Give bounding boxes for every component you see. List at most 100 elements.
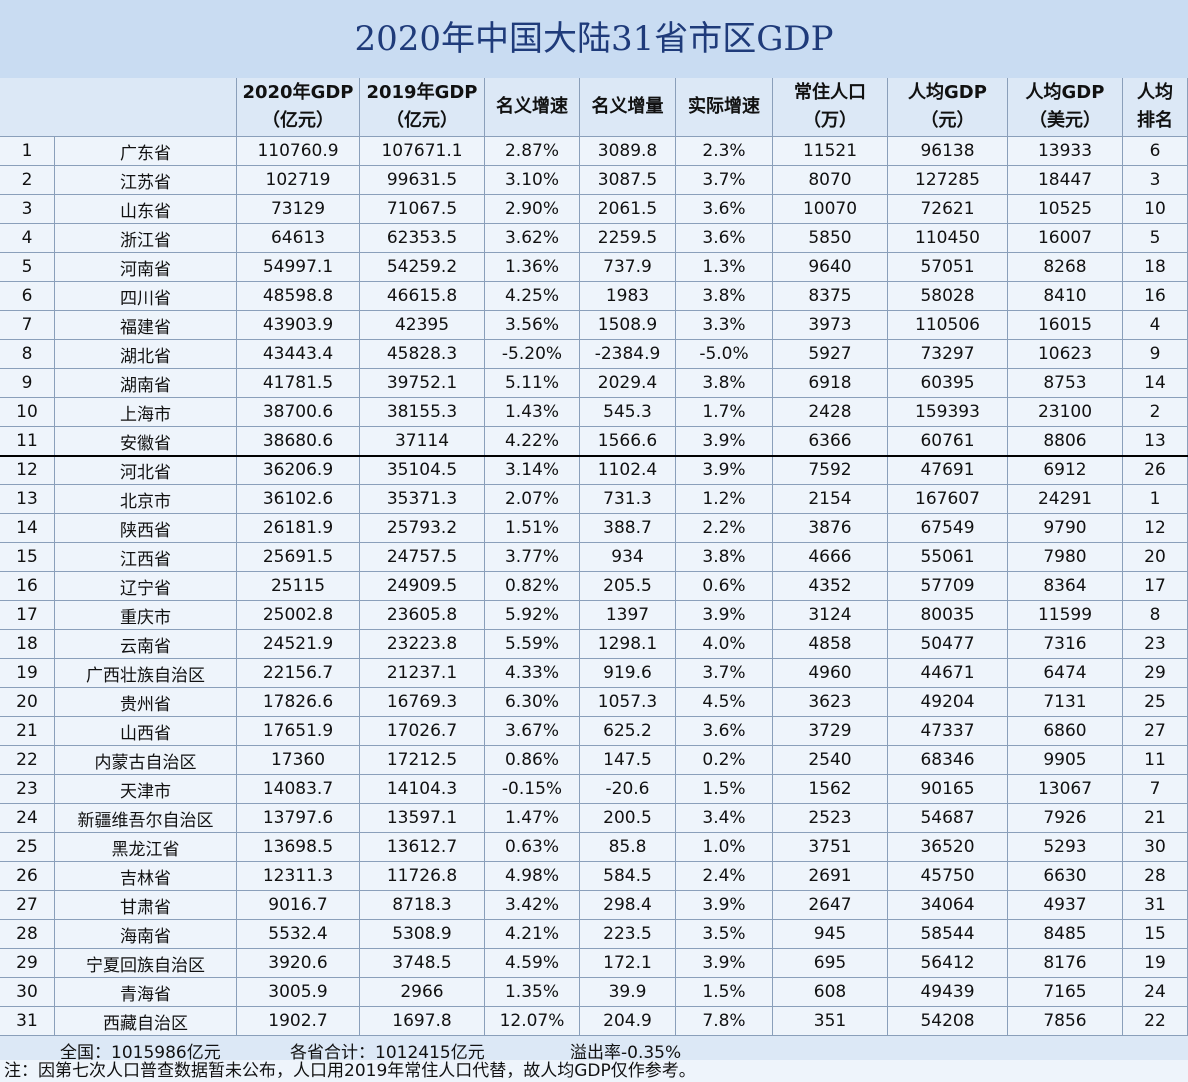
table-cell: 99631.5 [360, 166, 485, 195]
table-cell: 30 [1123, 833, 1188, 862]
table-cell: 湖南省 [55, 369, 237, 398]
table-cell: 7 [0, 311, 55, 340]
table-cell: 388.7 [580, 514, 676, 543]
table-cell: 29 [0, 949, 55, 978]
table-cell: 16015 [1008, 311, 1123, 340]
table-cell: 3.14% [485, 456, 580, 485]
table-cell: 3920.6 [237, 949, 360, 978]
table-cell: 7.8% [676, 1007, 773, 1036]
table-cell: 919.6 [580, 659, 676, 688]
table-cell: 9640 [773, 253, 888, 282]
table-cell: 5293 [1008, 833, 1123, 862]
table-cell: 1902.7 [237, 1007, 360, 1036]
table-cell: 22 [0, 746, 55, 775]
header-cell [0, 78, 237, 137]
table-cell: 陕西省 [55, 514, 237, 543]
table-cell: 351 [773, 1007, 888, 1036]
table-cell: 2691 [773, 862, 888, 891]
table-cell: 3876 [773, 514, 888, 543]
table-cell: 重庆市 [55, 601, 237, 630]
table-cell: 14104.3 [360, 775, 485, 804]
table-cell: 8 [0, 340, 55, 369]
table-cell: 18 [0, 630, 55, 659]
table-cell: 4 [1123, 311, 1188, 340]
table-cell: 2259.5 [580, 224, 676, 253]
table-cell: 3.9% [676, 456, 773, 485]
table-cell: 1 [0, 137, 55, 166]
table-cell: 110506 [888, 311, 1008, 340]
table-cell: 64613 [237, 224, 360, 253]
table-cell: 85.8 [580, 833, 676, 862]
table-cell: 38700.6 [237, 398, 360, 427]
table-cell: 6912 [1008, 456, 1123, 485]
table-cell: 3.6% [676, 224, 773, 253]
table-cell: 608 [773, 978, 888, 1007]
table-cell: 1057.3 [580, 688, 676, 717]
table-cell: 36520 [888, 833, 1008, 862]
table-cell: 56412 [888, 949, 1008, 978]
table-cell: 甘肃省 [55, 891, 237, 920]
table-cell: 3 [0, 195, 55, 224]
table-cell: 731.3 [580, 485, 676, 514]
table-cell: 山东省 [55, 195, 237, 224]
table-cell: 45750 [888, 862, 1008, 891]
table-cell: 13612.7 [360, 833, 485, 862]
table-cell: 1.35% [485, 978, 580, 1007]
table-cell: 28 [1123, 862, 1188, 891]
table-cell: 1983 [580, 282, 676, 311]
table-cell: 25 [1123, 688, 1188, 717]
table-cell: 37114 [360, 427, 485, 456]
table-cell: 7592 [773, 456, 888, 485]
header-text: 名义增量 [591, 96, 664, 117]
table-cell: 60761 [888, 427, 1008, 456]
table-cell: 9 [0, 369, 55, 398]
table-cell: 24 [0, 804, 55, 833]
table-cell: 3.5% [676, 920, 773, 949]
table-cell: 298.4 [580, 891, 676, 920]
table-cell: 0.82% [485, 572, 580, 601]
table-cell: 159393 [888, 398, 1008, 427]
header-text: 人均GDP [908, 82, 987, 103]
table-cell: 27 [0, 891, 55, 920]
table-cell: 205.5 [580, 572, 676, 601]
table-cell: -20.6 [580, 775, 676, 804]
header-text: 2020年GDP [242, 82, 354, 103]
table-cell: 2154 [773, 485, 888, 514]
table-cell: 36206.9 [237, 456, 360, 485]
table-cell: 4.98% [485, 862, 580, 891]
table-cell: 73297 [888, 340, 1008, 369]
table-cell: 16769.3 [360, 688, 485, 717]
table-cell: 102719 [237, 166, 360, 195]
table-cell: 3.62% [485, 224, 580, 253]
table-cell: 9 [1123, 340, 1188, 369]
table-cell: 2540 [773, 746, 888, 775]
table-cell: 625.2 [580, 717, 676, 746]
table-cell: 4352 [773, 572, 888, 601]
table-cell: 7 [1123, 775, 1188, 804]
table-cell: 11 [1123, 746, 1188, 775]
header-cell: 人均GDP （元） [888, 78, 1008, 137]
table-cell: 737.9 [580, 253, 676, 282]
table-cell: 1298.1 [580, 630, 676, 659]
table-cell: 4.5% [676, 688, 773, 717]
table-cell: 41781.5 [237, 369, 360, 398]
table-cell: 29 [1123, 659, 1188, 688]
table-cell: 广西壮族自治区 [55, 659, 237, 688]
table-cell: 3.9% [676, 949, 773, 978]
table-cell: 695 [773, 949, 888, 978]
table-cell: 17 [1123, 572, 1188, 601]
table-cell: 6860 [1008, 717, 1123, 746]
table-cell: 0.63% [485, 833, 580, 862]
table-cell: 3089.8 [580, 137, 676, 166]
table-cell: 贵州省 [55, 688, 237, 717]
table-cell: 辽宁省 [55, 572, 237, 601]
header-text: 实际增速 [688, 96, 760, 117]
table-cell: -5.20% [485, 340, 580, 369]
table-cell: 北京市 [55, 485, 237, 514]
table-cell: -0.15% [485, 775, 580, 804]
table-cell: 20 [0, 688, 55, 717]
table-cell: 1397 [580, 601, 676, 630]
table-cell: 72621 [888, 195, 1008, 224]
table-cell: 45828.3 [360, 340, 485, 369]
